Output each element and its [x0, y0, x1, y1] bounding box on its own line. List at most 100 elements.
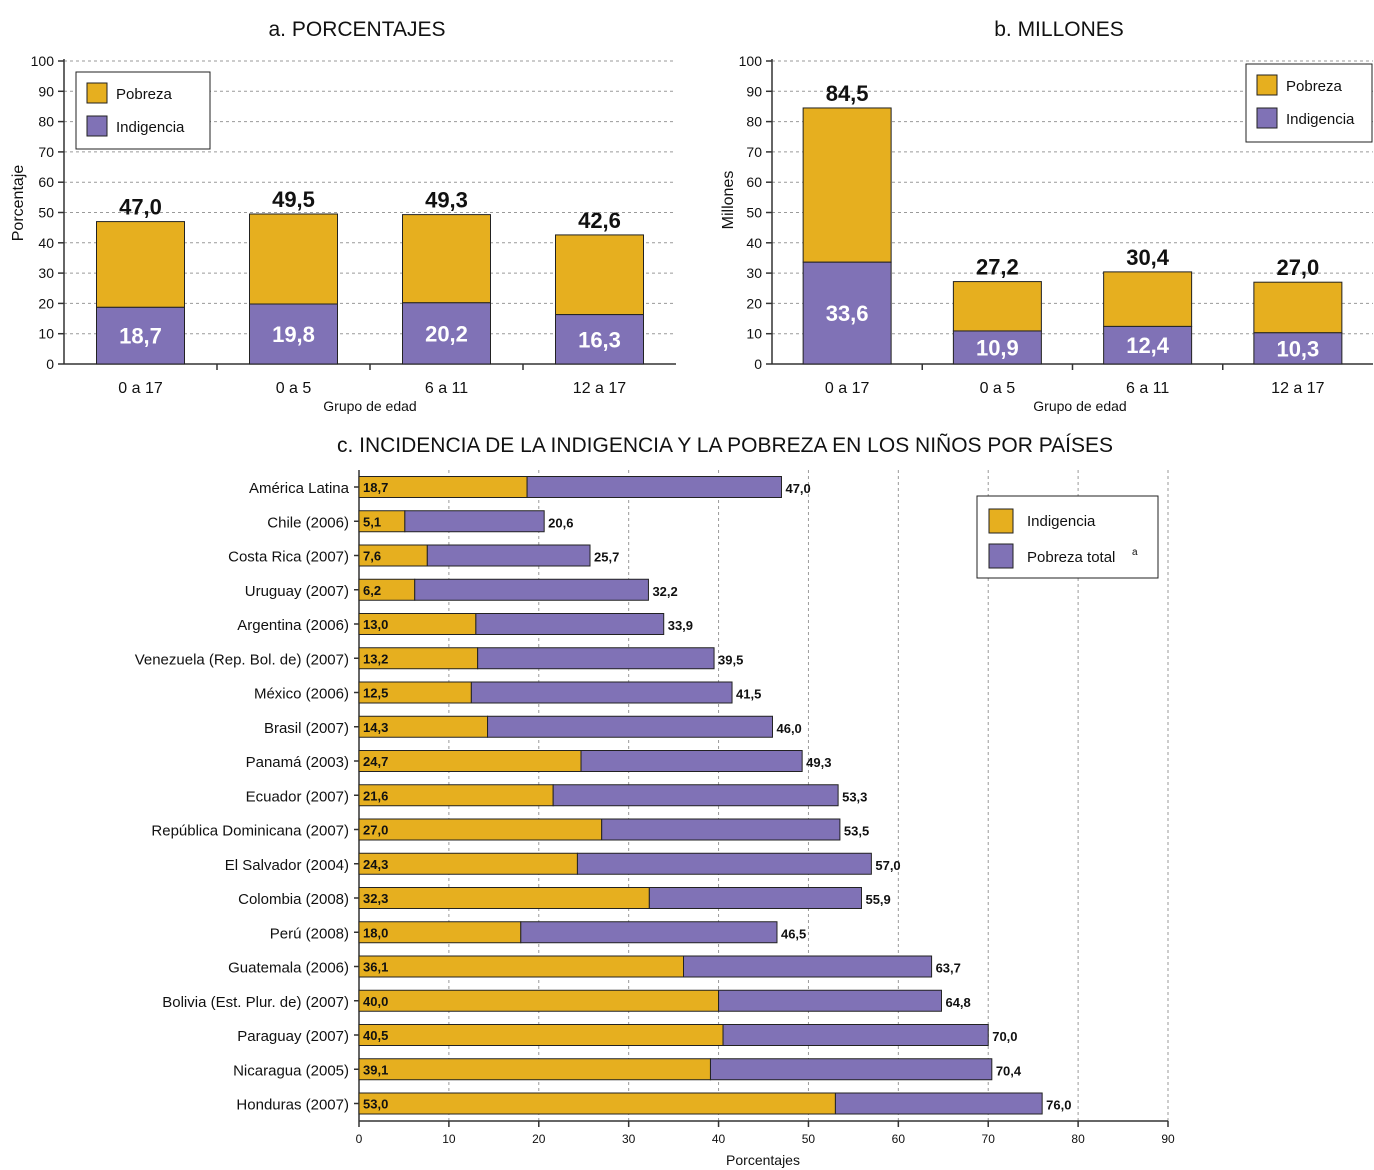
chart-c-bar-pobreza-total	[576, 852, 872, 875]
chart-c-bar-indigencia	[358, 955, 684, 978]
chart-c-total-label: 46,5	[781, 926, 806, 941]
chart-a-ytick-label: 40	[38, 235, 54, 251]
chart-c-total-label: 49,3	[806, 755, 831, 770]
chart-c-total-label: 55,9	[865, 892, 890, 907]
chart-b-ytick-label: 70	[746, 144, 762, 160]
chart-c-total-label: 53,3	[842, 789, 867, 804]
chart-b-legend-label-indigencia: Indigencia	[1286, 111, 1355, 128]
chart-c-indigencia-label: 7,6	[363, 549, 381, 564]
chart-c-category-label: Ecuador (2007)	[246, 788, 349, 805]
chart-b-ytick-label: 80	[746, 114, 762, 130]
chart-c-indigencia-label: 53,0	[363, 1097, 388, 1112]
chart-c-bar-pobreza-total	[709, 1058, 993, 1081]
chart-c-indigencia-label: 24,7	[363, 754, 388, 769]
chart-c-category-label: Costa Rica (2007)	[228, 549, 349, 566]
chart-b-ytick-label: 30	[746, 265, 762, 281]
chart-c-total-label: 53,5	[844, 824, 869, 839]
chart-c-bar-pobreza-total	[477, 647, 715, 670]
chart-c-bar-pobreza-total	[682, 955, 933, 978]
chart-a-ytick-label: 10	[38, 326, 54, 342]
chart-c-legend-swatch-indigencia	[988, 508, 1014, 534]
chart-a-legend-swatch-indigencia	[86, 115, 108, 137]
chart-c-category-label: Venezuela (Rep. Bol. de) (2007)	[135, 651, 349, 668]
chart-a-ytick-label: 90	[38, 83, 54, 99]
chart-c-total-label: 32,2	[652, 584, 677, 599]
chart-b-total-label: 27,0	[1276, 255, 1319, 280]
chart-c-indigencia-label: 27,0	[363, 823, 388, 838]
chart-c-bar-pobreza-total	[470, 681, 733, 704]
chart-b-legend-swatch-indigencia	[1256, 107, 1278, 129]
chart-c-bar-indigencia	[358, 1024, 724, 1046]
chart-c-bar-pobreza-total	[580, 750, 803, 772]
chart-a-ytick-label: 30	[38, 265, 54, 281]
chart-c-xtick-label: 0	[356, 1132, 363, 1146]
chart-b-category-label: 12 a 17	[1271, 380, 1324, 397]
chart-b-total-label: 84,5	[826, 81, 869, 106]
chart-c-indigencia-label: 18,7	[363, 480, 388, 495]
chart-c-bar-pobreza-total	[648, 887, 862, 909]
chart-c-category-label: Honduras (2007)	[236, 1097, 349, 1114]
chart-a-legend-swatch-pobreza	[86, 82, 108, 104]
chart-c-indigencia-label: 13,0	[363, 617, 388, 632]
chart-c-legend-label-pobreza-total: Pobreza total	[1027, 549, 1115, 566]
chart-c-total-label: 47,0	[785, 481, 810, 496]
chart-a-legend-label-indigencia: Indigencia	[116, 119, 185, 136]
chart-c-bar-pobreza-total	[552, 784, 839, 807]
chart-a-ytick-label: 0	[46, 356, 54, 372]
chart-c-bar-indigencia	[358, 852, 578, 875]
chart-b-category-label: 0 a 17	[825, 380, 870, 397]
chart-c-indigencia-label: 6,2	[363, 583, 381, 598]
chart-b-bar-pobreza	[802, 107, 892, 263]
chart-c-xtick-label: 30	[622, 1132, 636, 1146]
chart-c-indigencia-label: 12,5	[363, 686, 388, 701]
chart-a-bar-pobreza	[402, 214, 491, 304]
chart-c-category-label: América Latina	[249, 480, 350, 497]
chart-a-title: a. PORCENTAJES	[269, 18, 446, 41]
chart-c-category-label: México (2006)	[254, 686, 349, 703]
chart-c-category-label: Paraguay (2007)	[237, 1028, 349, 1045]
chart-c-total-label: 33,9	[668, 618, 693, 633]
chart-c-indigencia-label: 5,1	[363, 514, 381, 529]
chart-c-title: c. INCIDENCIA DE LA INDIGENCIA Y LA POBR…	[337, 433, 1113, 457]
chart-a-category-label: 0 a 5	[276, 380, 312, 397]
chart-a-ytick-label: 100	[31, 53, 55, 69]
chart-b-bar-pobreza	[1253, 281, 1343, 334]
chart-b-indigencia-label: 10,9	[976, 335, 1019, 360]
chart-c-total-label: 20,6	[548, 515, 573, 530]
chart-c-xtick-label: 40	[712, 1132, 726, 1146]
chart-c-bar-pobreza-total	[487, 715, 773, 738]
chart-a-ytick-label: 50	[38, 205, 54, 221]
chart-a-bar-pobreza	[555, 234, 644, 316]
chart-c-bar-pobreza-total	[722, 1024, 989, 1046]
chart-a-ytick-label: 70	[38, 144, 54, 160]
chart-c-indigencia-label: 40,5	[363, 1028, 388, 1043]
chart-c-total-label: 41,5	[736, 687, 761, 702]
chart-a-legend-label-pobreza: Pobreza	[116, 86, 173, 103]
chart-c-indigencia-label: 32,3	[363, 891, 388, 906]
chart-b-ytick-label: 90	[746, 83, 762, 99]
chart-b-bar-indigencia	[1253, 332, 1343, 365]
chart-c-bar-indigencia	[358, 989, 720, 1012]
chart-a-bar-indigencia	[96, 306, 185, 365]
chart-a-ytick-label: 20	[38, 295, 54, 311]
chart-c-bar-pobreza-total	[404, 510, 545, 533]
chart-c-bar-indigencia	[358, 1058, 711, 1081]
chart-b-title: b. MILLONES	[994, 18, 1124, 41]
chart-a-category-label: 0 a 17	[118, 380, 163, 397]
chart-a-total-label: 49,5	[272, 187, 315, 212]
chart-b-bar-pobreza	[1103, 271, 1193, 327]
chart-c-legend-label-indigencia: Indigencia	[1027, 513, 1096, 530]
chart-c-bar-pobreza-total	[718, 989, 942, 1012]
chart-a-indigencia-label: 20,2	[425, 321, 468, 346]
chart-a-ytick-label: 80	[38, 114, 54, 130]
chart-c-xtick-label: 10	[442, 1132, 456, 1146]
chart-c-category-label: Colombia (2008)	[238, 891, 349, 908]
chart-c-category-label: Argentina (2006)	[237, 617, 349, 634]
chart-a-total-label: 49,3	[425, 188, 468, 213]
chart-c-indigencia-label: 40,0	[363, 994, 388, 1009]
chart-b-ytick-label: 0	[754, 356, 762, 372]
chart-a-bar-indigencia	[402, 302, 491, 365]
chart-c-category-label: República Dominicana (2007)	[151, 823, 349, 840]
chart-b-bar-indigencia	[952, 330, 1042, 365]
